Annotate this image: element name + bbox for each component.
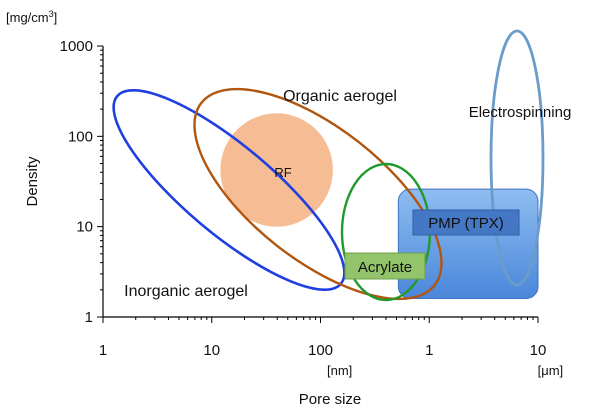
x-axis-title: Pore size	[299, 391, 362, 408]
acrylate-badge	[344, 252, 426, 280]
organic-aerogel-label: Organic aerogel	[283, 88, 397, 105]
x-tick-label: 10	[530, 342, 547, 359]
x-tick-label: 10	[203, 342, 220, 359]
y-tick-label: 100	[68, 128, 93, 145]
x-unit-label: [nm]	[327, 363, 352, 378]
y-tick-label: 1000	[60, 38, 93, 55]
organic-aerogel-region	[193, 87, 443, 301]
y-axis-title: Density	[24, 156, 41, 207]
x-unit-label: [μm]	[538, 363, 564, 378]
y-tick-label: 1	[85, 309, 93, 326]
inorganic-aerogel-label: Inorganic aerogel	[124, 283, 248, 300]
acrylate-label: Acrylate	[358, 259, 412, 276]
x-tick-label: 1	[99, 342, 107, 359]
y-unit-label: [mg/cm3]	[6, 9, 57, 25]
pmp-tpx-label: PMP (TPX)	[428, 215, 504, 232]
x-tick-label: 1	[425, 342, 433, 359]
pmp-tpx-badge	[412, 209, 520, 236]
electrospinning-label: Electrospinning	[469, 104, 572, 121]
rf-region	[220, 113, 333, 227]
y-tick-label: 10	[76, 219, 93, 236]
electrospinning-region	[489, 29, 545, 287]
x-tick-label: 100	[308, 342, 333, 359]
rf-label: RF	[274, 165, 291, 180]
